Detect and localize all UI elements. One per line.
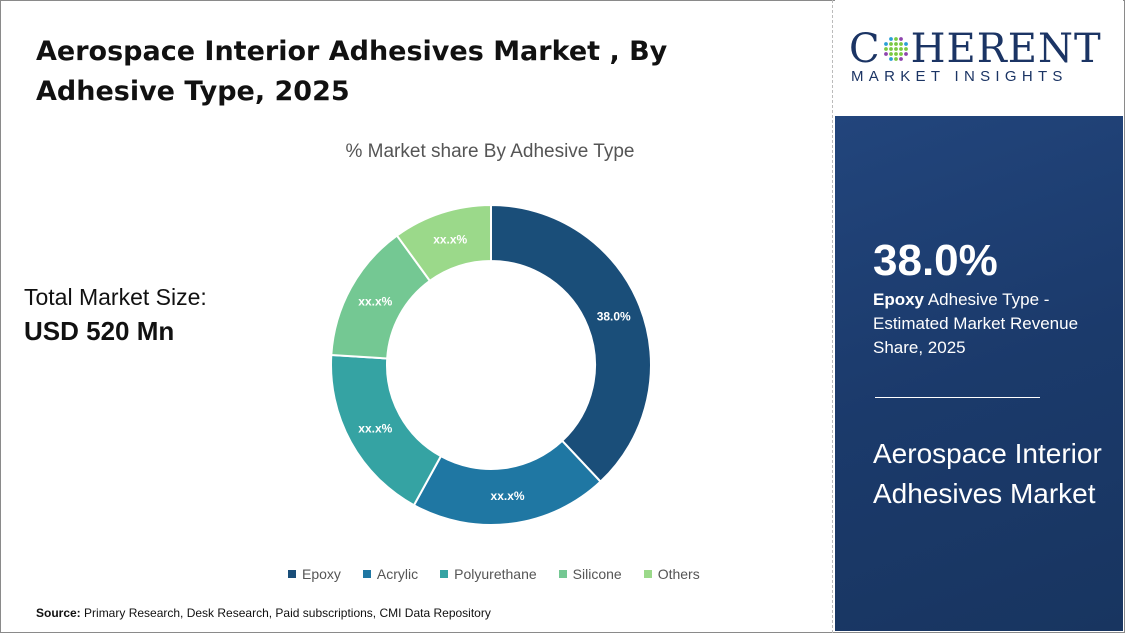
legend-swatch [643, 570, 652, 578]
donut-chart: 38.0% xx.x% xx.x% xx.x% xx.x% [330, 203, 652, 526]
globe-dots-icon [883, 37, 908, 61]
logo-wordmark: C HERENT [849, 26, 1102, 72]
legend-swatch [362, 570, 371, 578]
company-logo: C HERENT MARKET INSIGHTS [835, 0, 1123, 116]
data-label-acrylic: xx.x% [491, 489, 525, 503]
panel-divider [875, 397, 1040, 398]
page-title: Aerospace Interior Adhesives Market , By… [36, 36, 668, 107]
chart-title: % Market share By Adhesive Type [345, 141, 635, 162]
source-text: Primary Research, Desk Research, Paid su… [80, 606, 491, 620]
legend-label: Silicone [572, 566, 622, 582]
legend-label: Others [657, 566, 700, 582]
market-name: Aerospace Interior Adhesives Market [873, 438, 1102, 509]
data-label-epoxy: 38.0% [597, 309, 631, 323]
data-label-polyurethane: xx.x% [358, 422, 392, 436]
total-market-value: USD 520 Mn [24, 316, 175, 346]
legend-swatch [440, 570, 449, 578]
source-note: Source: Primary Research, Desk Research,… [36, 606, 491, 620]
legend-item-others: Others [643, 566, 700, 582]
logo-tagline: MARKET INSIGHTS [851, 68, 1068, 85]
data-label-others: xx.x% [433, 232, 467, 246]
highlight-value: 38.0% [873, 236, 998, 285]
total-market-label: Total Market Size: [24, 284, 207, 310]
highlight-desc-text: Adhesive Type - Estimated Market Revenue… [873, 290, 1079, 357]
highlight-segment: Epoxy [873, 290, 925, 309]
legend-label: Epoxy [302, 566, 341, 582]
chart-legend: Epoxy Acrylic Polyurethane Silicone Others [288, 566, 700, 582]
donut-slice-acrylic [412, 439, 602, 526]
legend-label: Acrylic [376, 566, 419, 582]
donut-slice-epoxy [490, 203, 652, 484]
legend-item-acrylic: Acrylic [362, 566, 419, 582]
legend-swatch [288, 570, 296, 578]
donut-slice-others [395, 203, 492, 283]
data-label-silicone: xx.x% [358, 294, 392, 308]
highlight-panel: 38.0% Epoxy Adhesive Type - Estimated Ma… [835, 116, 1123, 631]
legend-item-polyurethane: Polyurethane [440, 566, 537, 582]
legend-label: Polyurethane [454, 566, 537, 582]
legend-item-silicone: Silicone [558, 566, 622, 582]
divider [832, 0, 833, 633]
legend-swatch [558, 570, 567, 578]
source-label: Source: [36, 606, 81, 620]
highlight-description: Epoxy Adhesive Type - Estimated Market R… [873, 288, 1103, 360]
legend-item-epoxy: Epoxy [288, 566, 341, 582]
